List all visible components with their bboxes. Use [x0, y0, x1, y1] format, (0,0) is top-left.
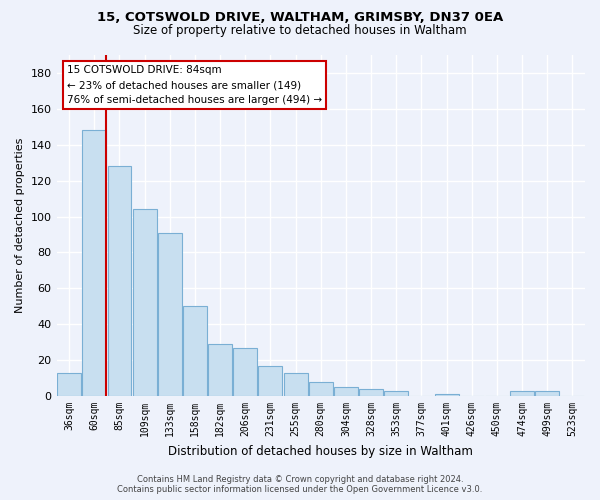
- Bar: [334, 387, 358, 396]
- Bar: [107, 166, 131, 396]
- X-axis label: Distribution of detached houses by size in Waltham: Distribution of detached houses by size …: [169, 444, 473, 458]
- Bar: [510, 390, 534, 396]
- Text: Contains HM Land Registry data © Crown copyright and database right 2024.
Contai: Contains HM Land Registry data © Crown c…: [118, 474, 482, 494]
- Bar: [158, 232, 182, 396]
- Bar: [309, 382, 333, 396]
- Text: 15, COTSWOLD DRIVE, WALTHAM, GRIMSBY, DN37 0EA: 15, COTSWOLD DRIVE, WALTHAM, GRIMSBY, DN…: [97, 11, 503, 24]
- Bar: [434, 394, 458, 396]
- Bar: [82, 130, 106, 396]
- Text: Size of property relative to detached houses in Waltham: Size of property relative to detached ho…: [133, 24, 467, 37]
- Bar: [233, 348, 257, 396]
- Bar: [359, 389, 383, 396]
- Bar: [133, 210, 157, 396]
- Bar: [259, 366, 283, 396]
- Bar: [183, 306, 207, 396]
- Bar: [284, 372, 308, 396]
- Y-axis label: Number of detached properties: Number of detached properties: [15, 138, 25, 313]
- Bar: [535, 390, 559, 396]
- Bar: [57, 372, 81, 396]
- Bar: [385, 390, 408, 396]
- Bar: [208, 344, 232, 396]
- Text: 15 COTSWOLD DRIVE: 84sqm
← 23% of detached houses are smaller (149)
76% of semi-: 15 COTSWOLD DRIVE: 84sqm ← 23% of detach…: [67, 65, 322, 105]
